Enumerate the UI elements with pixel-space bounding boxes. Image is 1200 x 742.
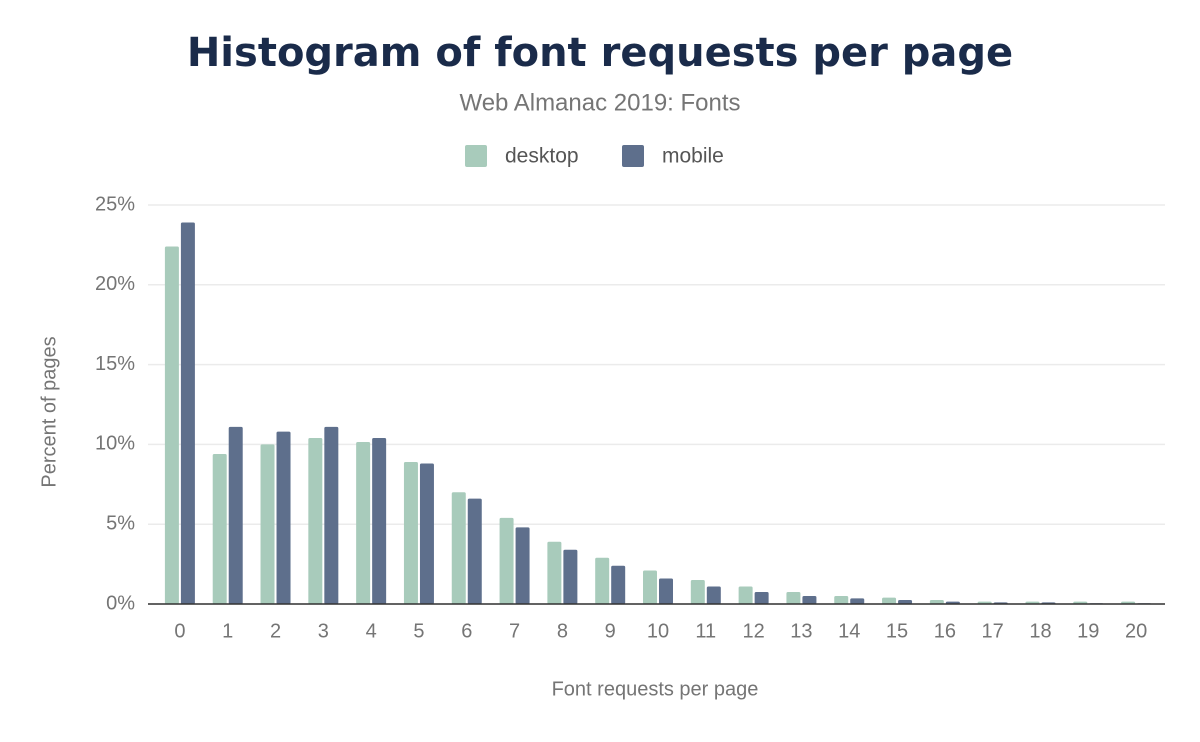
x-tick-label: 0 <box>174 620 185 642</box>
bar <box>451 492 466 604</box>
bar <box>786 592 801 604</box>
bar <box>882 597 897 604</box>
x-tick-label: 8 <box>557 620 568 642</box>
legend-label: desktop <box>505 145 579 168</box>
bar <box>419 463 434 604</box>
x-tick-label: 4 <box>366 620 377 642</box>
bar <box>180 222 195 604</box>
bar <box>467 498 482 604</box>
y-tick-label: 15% <box>95 353 135 375</box>
x-tick-label: 7 <box>509 620 520 642</box>
chart-title: Histogram of font requests per page <box>187 30 1013 76</box>
y-tick-label: 0% <box>106 592 135 614</box>
chart-subtitle: Web Almanac 2019: Fonts <box>459 89 740 116</box>
bar <box>228 426 243 604</box>
x-tick-label: 17 <box>982 620 1004 642</box>
bar <box>690 580 705 604</box>
x-tick-label: 14 <box>838 620 860 642</box>
x-tick-label: 15 <box>886 620 908 642</box>
bar <box>276 431 291 604</box>
bar <box>212 453 227 604</box>
bar <box>611 565 626 604</box>
x-axis-label: Font requests per page <box>552 678 759 700</box>
x-tick-label: 19 <box>1077 620 1099 642</box>
bar <box>260 444 275 604</box>
y-tick-label: 10% <box>95 433 135 455</box>
bar <box>738 586 753 604</box>
x-tick-label: 12 <box>742 620 764 642</box>
bar <box>659 578 673 604</box>
legend-swatch <box>622 145 644 167</box>
bar <box>706 586 721 604</box>
bar <box>643 570 657 604</box>
bar <box>563 549 578 604</box>
y-tick-label: 20% <box>95 273 135 295</box>
bar <box>834 596 849 604</box>
x-tick-label: 3 <box>318 620 329 642</box>
x-tick-label: 10 <box>647 620 669 642</box>
bar <box>547 541 562 604</box>
x-tick-label: 11 <box>695 620 716 642</box>
bar <box>356 442 371 604</box>
bar <box>372 438 387 604</box>
y-axis-label: Percent of pages <box>38 336 60 487</box>
x-tick-label: 13 <box>790 620 812 642</box>
bar <box>850 598 865 604</box>
bar <box>515 527 530 604</box>
bar <box>164 246 179 604</box>
bar <box>898 600 913 604</box>
legend-label: mobile <box>662 145 724 168</box>
y-tick-label: 25% <box>95 193 135 215</box>
x-tick-label: 20 <box>1125 620 1147 642</box>
x-tick-label: 5 <box>413 620 424 642</box>
x-tick-label: 16 <box>934 620 956 642</box>
x-tick-label: 9 <box>605 620 616 642</box>
bar <box>403 461 418 604</box>
x-tick-label: 2 <box>270 620 281 642</box>
x-tick-label: 1 <box>222 620 233 642</box>
legend-swatch <box>465 145 487 167</box>
y-tick-label: 5% <box>106 512 135 534</box>
bar <box>308 438 323 604</box>
bar <box>324 426 339 604</box>
bar <box>754 592 769 604</box>
bar <box>499 517 514 604</box>
x-tick-label: 6 <box>461 620 472 642</box>
bar <box>595 557 610 604</box>
x-tick-label: 18 <box>1029 620 1051 642</box>
bar <box>929 600 944 604</box>
bar <box>802 596 817 604</box>
